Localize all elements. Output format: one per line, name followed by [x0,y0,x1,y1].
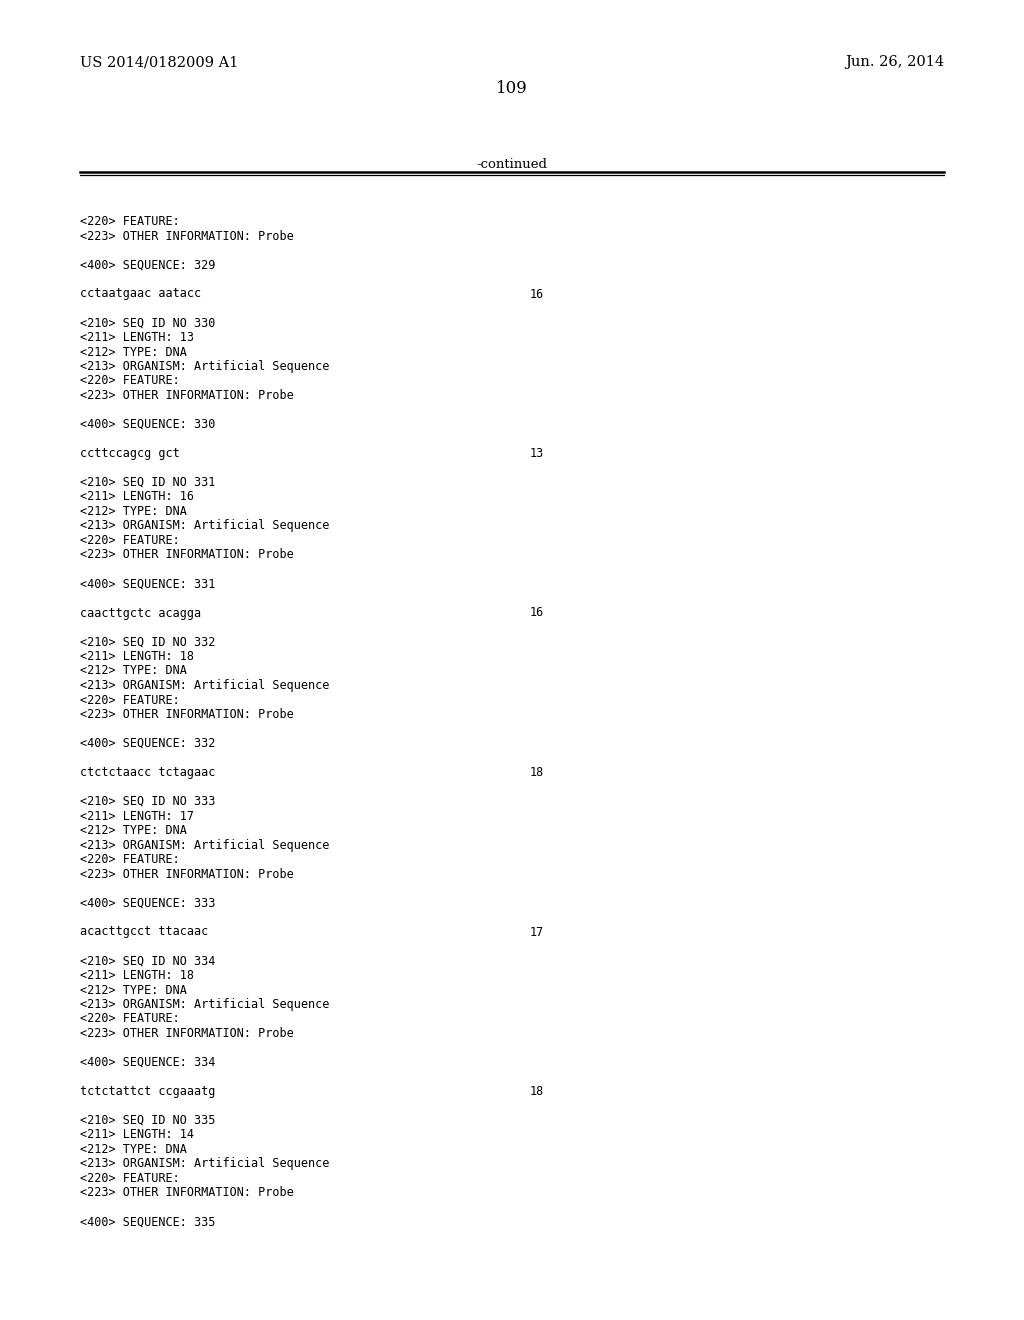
Text: tctctattct ccgaaatg: tctctattct ccgaaatg [80,1085,215,1098]
Text: -continued: -continued [476,158,548,172]
Text: <220> FEATURE:: <220> FEATURE: [80,693,180,706]
Text: 16: 16 [530,288,544,301]
Text: <210> SEQ ID NO 331: <210> SEQ ID NO 331 [80,477,215,488]
Text: <210> SEQ ID NO 330: <210> SEQ ID NO 330 [80,317,215,330]
Text: <213> ORGANISM: Artificial Sequence: <213> ORGANISM: Artificial Sequence [80,360,330,374]
Text: ccttccagcg gct: ccttccagcg gct [80,447,180,459]
Text: Jun. 26, 2014: Jun. 26, 2014 [845,55,944,69]
Text: 16: 16 [530,606,544,619]
Text: 109: 109 [496,81,528,96]
Text: <223> OTHER INFORMATION: Probe: <223> OTHER INFORMATION: Probe [80,389,294,403]
Text: acacttgcct ttacaac: acacttgcct ttacaac [80,925,208,939]
Text: 18: 18 [530,766,544,779]
Text: <210> SEQ ID NO 334: <210> SEQ ID NO 334 [80,954,215,968]
Text: <210> SEQ ID NO 332: <210> SEQ ID NO 332 [80,635,215,648]
Text: <212> TYPE: DNA: <212> TYPE: DNA [80,506,186,517]
Text: <211> LENGTH: 17: <211> LENGTH: 17 [80,809,194,822]
Text: <213> ORGANISM: Artificial Sequence: <213> ORGANISM: Artificial Sequence [80,1158,330,1171]
Text: <213> ORGANISM: Artificial Sequence: <213> ORGANISM: Artificial Sequence [80,520,330,532]
Text: <400> SEQUENCE: 335: <400> SEQUENCE: 335 [80,1216,215,1229]
Text: <220> FEATURE:: <220> FEATURE: [80,1172,180,1185]
Text: <210> SEQ ID NO 335: <210> SEQ ID NO 335 [80,1114,215,1127]
Text: <212> TYPE: DNA: <212> TYPE: DNA [80,824,186,837]
Text: <211> LENGTH: 18: <211> LENGTH: 18 [80,649,194,663]
Text: <400> SEQUENCE: 333: <400> SEQUENCE: 333 [80,896,215,909]
Text: 13: 13 [530,447,544,459]
Text: <212> TYPE: DNA: <212> TYPE: DNA [80,664,186,677]
Text: ctctctaacc tctagaac: ctctctaacc tctagaac [80,766,215,779]
Text: <213> ORGANISM: Artificial Sequence: <213> ORGANISM: Artificial Sequence [80,678,330,692]
Text: <220> FEATURE:: <220> FEATURE: [80,853,180,866]
Text: <213> ORGANISM: Artificial Sequence: <213> ORGANISM: Artificial Sequence [80,838,330,851]
Text: US 2014/0182009 A1: US 2014/0182009 A1 [80,55,239,69]
Text: <210> SEQ ID NO 333: <210> SEQ ID NO 333 [80,795,215,808]
Text: <400> SEQUENCE: 331: <400> SEQUENCE: 331 [80,578,215,590]
Text: <212> TYPE: DNA: <212> TYPE: DNA [80,1143,186,1156]
Text: <223> OTHER INFORMATION: Probe: <223> OTHER INFORMATION: Probe [80,1187,294,1200]
Text: <220> FEATURE:: <220> FEATURE: [80,215,180,228]
Text: <400> SEQUENCE: 334: <400> SEQUENCE: 334 [80,1056,215,1069]
Text: cctaatgaac aatacc: cctaatgaac aatacc [80,288,201,301]
Text: <220> FEATURE:: <220> FEATURE: [80,1012,180,1026]
Text: <211> LENGTH: 16: <211> LENGTH: 16 [80,491,194,503]
Text: <211> LENGTH: 18: <211> LENGTH: 18 [80,969,194,982]
Text: <400> SEQUENCE: 329: <400> SEQUENCE: 329 [80,259,215,272]
Text: <211> LENGTH: 13: <211> LENGTH: 13 [80,331,194,345]
Text: 18: 18 [530,1085,544,1098]
Text: 17: 17 [530,925,544,939]
Text: <212> TYPE: DNA: <212> TYPE: DNA [80,983,186,997]
Text: <223> OTHER INFORMATION: Probe: <223> OTHER INFORMATION: Probe [80,708,294,721]
Text: <212> TYPE: DNA: <212> TYPE: DNA [80,346,186,359]
Text: <223> OTHER INFORMATION: Probe: <223> OTHER INFORMATION: Probe [80,549,294,561]
Text: <220> FEATURE:: <220> FEATURE: [80,375,180,388]
Text: caacttgctc acagga: caacttgctc acagga [80,606,201,619]
Text: <211> LENGTH: 14: <211> LENGTH: 14 [80,1129,194,1142]
Text: <223> OTHER INFORMATION: Probe: <223> OTHER INFORMATION: Probe [80,230,294,243]
Text: <213> ORGANISM: Artificial Sequence: <213> ORGANISM: Artificial Sequence [80,998,330,1011]
Text: <223> OTHER INFORMATION: Probe: <223> OTHER INFORMATION: Probe [80,1027,294,1040]
Text: <400> SEQUENCE: 330: <400> SEQUENCE: 330 [80,418,215,432]
Text: <400> SEQUENCE: 332: <400> SEQUENCE: 332 [80,737,215,750]
Text: <223> OTHER INFORMATION: Probe: <223> OTHER INFORMATION: Probe [80,867,294,880]
Text: <220> FEATURE:: <220> FEATURE: [80,535,180,546]
